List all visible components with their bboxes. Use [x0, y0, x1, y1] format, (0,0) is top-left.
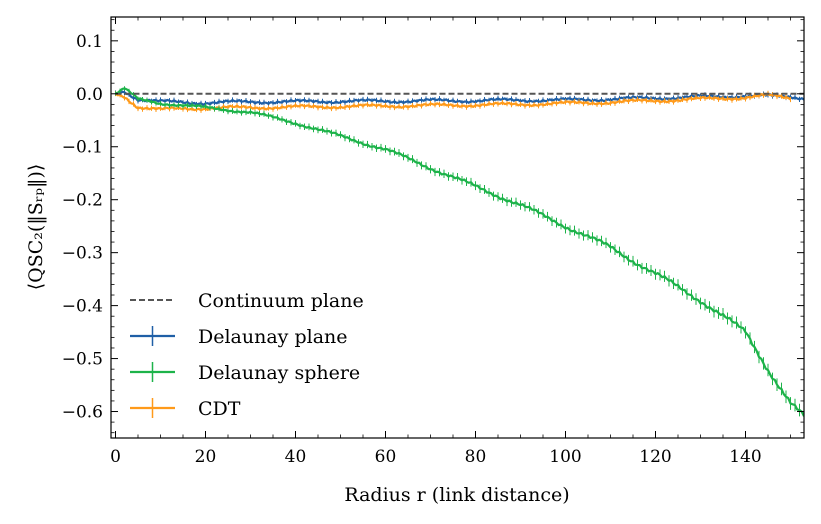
series-line-delaunay-sphere [115, 87, 804, 417]
legend-item-delaunay-sphere: Delaunay sphere [130, 362, 360, 384]
legend-label: Delaunay sphere [198, 362, 360, 384]
y-tick-label: −0.2 [62, 191, 103, 211]
plot-frame [110, 16, 805, 439]
x-tick-label: 140 [729, 447, 761, 467]
ticks-layer [111, 17, 804, 438]
y-tick-label: −0.3 [62, 244, 103, 264]
y-tick-label: −0.5 [62, 350, 103, 370]
legend-label: CDT [198, 398, 241, 420]
x-axis-label: Radius r (link distance) [344, 484, 569, 506]
legend-item-cdt: CDT [130, 398, 241, 420]
legend-label: Delaunay plane [198, 326, 348, 348]
series-line-cdt [114, 92, 792, 112]
labels-layer: 0 20 40 60 80 100 120 140 0.1 0.0 −0.1 −0.2 −0.3 −0.4… [62, 32, 762, 467]
x-tick-label: 120 [639, 447, 671, 467]
y-tick-label: −0.4 [62, 297, 103, 317]
x-tick-label: 0 [110, 447, 121, 467]
legend-item-continuum-plane: Continuum plane [130, 290, 364, 312]
x-tick-label: 60 [375, 447, 397, 467]
y-tick-label: 0.0 [76, 85, 103, 105]
x-tick-label: 100 [549, 447, 581, 467]
y-tick-label: 0.1 [76, 32, 103, 52]
legend: Continuum plane Delaunay plane Delaunay sp… [130, 290, 364, 420]
legend-label: Continuum plane [198, 290, 364, 312]
y-tick-label: −0.6 [62, 403, 103, 423]
y-axis-label: ⟨QSC₂(‖Sᵣₚ‖)⟩ [25, 164, 47, 291]
legend-item-delaunay-plane: Delaunay plane [130, 326, 348, 348]
y-tick-label: −0.1 [62, 138, 103, 158]
x-tick-label: 80 [465, 447, 487, 467]
series-layer [114, 86, 804, 423]
x-tick-label: 20 [195, 447, 217, 467]
x-tick-label: 40 [285, 447, 307, 467]
